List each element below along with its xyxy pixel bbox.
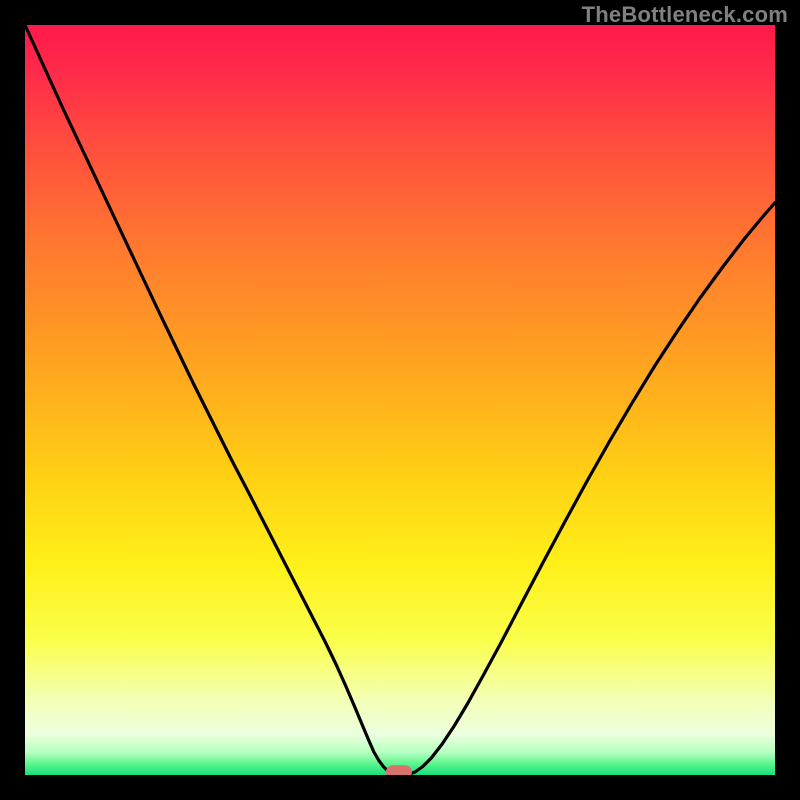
plot-area xyxy=(25,25,775,775)
optimum-marker xyxy=(385,765,411,775)
watermark-text: TheBottleneck.com xyxy=(582,2,788,28)
bottleneck-curve xyxy=(25,25,775,775)
curve-path xyxy=(25,25,775,775)
chart-frame: TheBottleneck.com xyxy=(0,0,800,800)
